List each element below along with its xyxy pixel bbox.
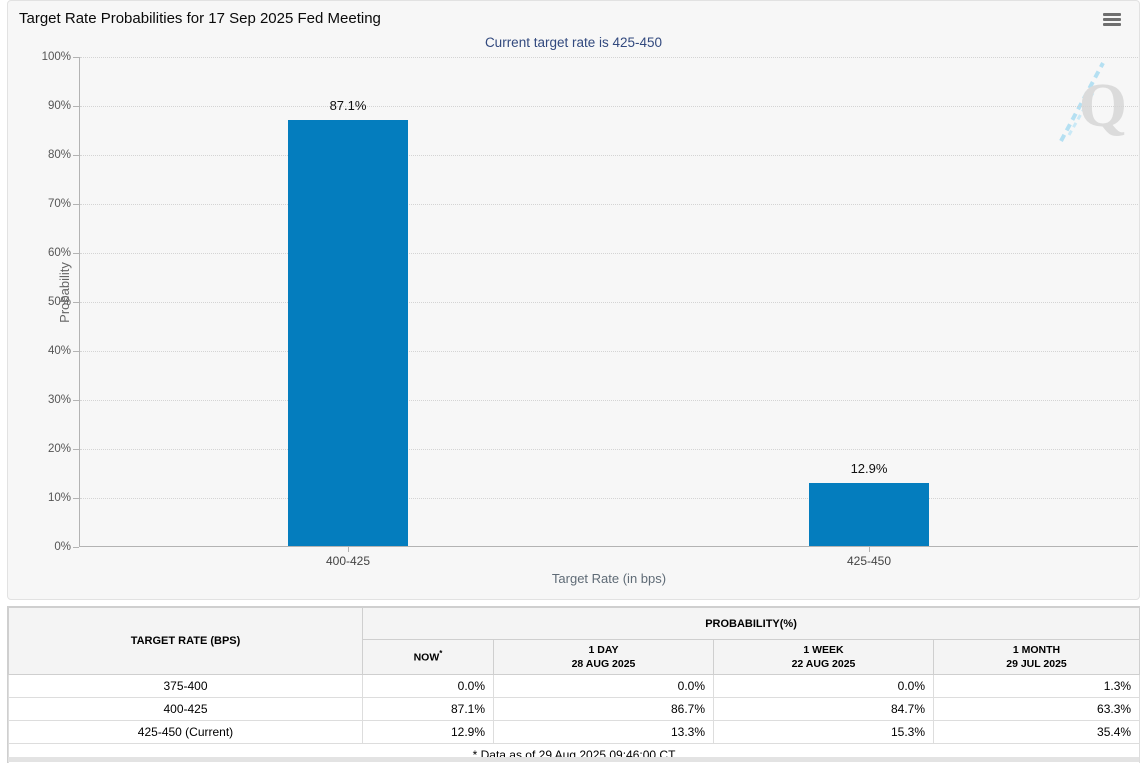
col-header-now: NOW*: [362, 639, 494, 675]
col-header-probability: PROBABILITY(%): [361, 607, 1141, 640]
probability-table-card: TARGET RATE (BPS) PROBABILITY(%) NOW* 1 …: [7, 606, 1141, 763]
y-tick-label: 100%: [41, 51, 71, 63]
rate-cell: 425-450 (Current): [8, 720, 363, 744]
gridline: [80, 302, 1138, 303]
probability-table: TARGET RATE (BPS) PROBABILITY(%) NOW* 1 …: [7, 607, 1141, 763]
month-value-cell: 1.3%: [932, 674, 1141, 698]
y-tick: [73, 498, 79, 499]
y-tick-label: 60%: [47, 247, 71, 259]
y-tick: [73, 351, 79, 352]
y-tick: [73, 155, 79, 156]
y-axis-title: Probability: [56, 261, 72, 323]
y-tick: [73, 106, 79, 107]
now-asterisk: *: [439, 649, 443, 659]
bar-group-400-425: 87.1%: [288, 57, 408, 546]
bar-value-label: 87.1%: [329, 98, 367, 113]
watermark-swoosh-icon: [1059, 62, 1105, 142]
y-tick-label: 10%: [47, 492, 71, 504]
page-title: Target Rate Probabilities for 17 Sep 202…: [19, 10, 381, 27]
table-row: 375-400 0.0% 0.0% 0.0% 1.3%: [8, 674, 1141, 698]
week-value-cell: 84.7%: [713, 697, 934, 721]
week-value-cell: 0.0%: [713, 674, 934, 698]
y-tick: [73, 302, 79, 303]
bar-chart-plot-area: Probability 100% 90% 80% 70% 60% 50% 40%…: [42, 51, 1138, 586]
bar-group-425-450: 12.9%: [809, 57, 929, 546]
y-tick-label: 90%: [47, 100, 71, 112]
y-tick: [73, 253, 79, 254]
y-tick-label: 40%: [47, 345, 71, 357]
y-tick-label: 70%: [47, 198, 71, 210]
x-tick: [348, 547, 349, 552]
col-header-target-rate: TARGET RATE (BPS): [8, 607, 363, 675]
table-row: 400-425 87.1% 86.7% 84.7% 63.3%: [8, 697, 1141, 721]
period-date: 29 JUL 2025: [1006, 658, 1067, 670]
period-label: 1 MONTH: [1012, 643, 1061, 656]
x-category-label: 400-425: [325, 554, 371, 568]
day-value-cell: 86.7%: [493, 697, 714, 721]
y-tick-label: 0%: [54, 541, 71, 553]
gridline: [80, 400, 1138, 401]
period-label: 1 WEEK: [803, 643, 844, 656]
period-label: 1 DAY: [588, 643, 619, 656]
col-header-1day: 1 DAY 28 AUG 2025: [493, 639, 714, 675]
gridline: [80, 449, 1138, 450]
y-tick-label: 20%: [47, 443, 71, 455]
now-value-cell: 12.9%: [362, 720, 494, 744]
y-tick-label: 30%: [47, 394, 71, 406]
col-header-1week: 1 WEEK 22 AUG 2025: [713, 639, 934, 675]
gridline: [80, 253, 1138, 254]
x-tick: [869, 547, 870, 552]
gridline: [80, 155, 1138, 156]
fedwatch-chart-card: Target Rate Probabilities for 17 Sep 202…: [7, 0, 1140, 600]
now-value-cell: 87.1%: [362, 697, 494, 721]
gridline: [80, 204, 1138, 205]
day-value-cell: 13.3%: [493, 720, 714, 744]
table-bottom-strip: [8, 757, 1139, 762]
gridline: [80, 106, 1138, 107]
month-value-cell: 63.3%: [932, 697, 1141, 721]
y-tick-label: 80%: [47, 149, 71, 161]
bar-425-450: [809, 483, 929, 546]
gridline: [80, 498, 1138, 499]
hamburger-bar: [1103, 13, 1121, 16]
gridline: [80, 351, 1138, 352]
bar-value-label: 12.9%: [850, 461, 888, 476]
x-axis-title: Target Rate (in bps): [551, 571, 667, 586]
y-tick: [73, 449, 79, 450]
x-category-label: 425-450: [846, 554, 892, 568]
week-value-cell: 15.3%: [713, 720, 934, 744]
y-tick: [73, 57, 79, 58]
now-label: NOW: [413, 651, 440, 664]
y-tick: [73, 204, 79, 205]
current-target-rate-subtitle: Current target rate is 425-450: [484, 35, 663, 50]
hamburger-bar: [1103, 18, 1121, 21]
period-date: 28 AUG 2025: [571, 658, 636, 670]
month-value-cell: 35.4%: [932, 720, 1141, 744]
now-value-cell: 0.0%: [362, 674, 494, 698]
gridline: [80, 57, 1138, 58]
y-tick: [73, 400, 79, 401]
hamburger-bar: [1103, 23, 1121, 26]
period-date: 22 AUG 2025: [791, 658, 856, 670]
rate-cell: 375-400: [8, 674, 363, 698]
day-value-cell: 0.0%: [493, 674, 714, 698]
col-header-1month: 1 MONTH 29 JUL 2025: [932, 639, 1141, 675]
table-row: 425-450 (Current) 12.9% 13.3% 15.3% 35.4…: [8, 720, 1141, 744]
y-tick-label: 50%: [47, 296, 71, 308]
y-tick: [73, 547, 79, 548]
rate-cell: 400-425: [8, 697, 363, 721]
bar-400-425: [288, 120, 408, 546]
chart-context-menu-icon[interactable]: [1103, 13, 1123, 29]
